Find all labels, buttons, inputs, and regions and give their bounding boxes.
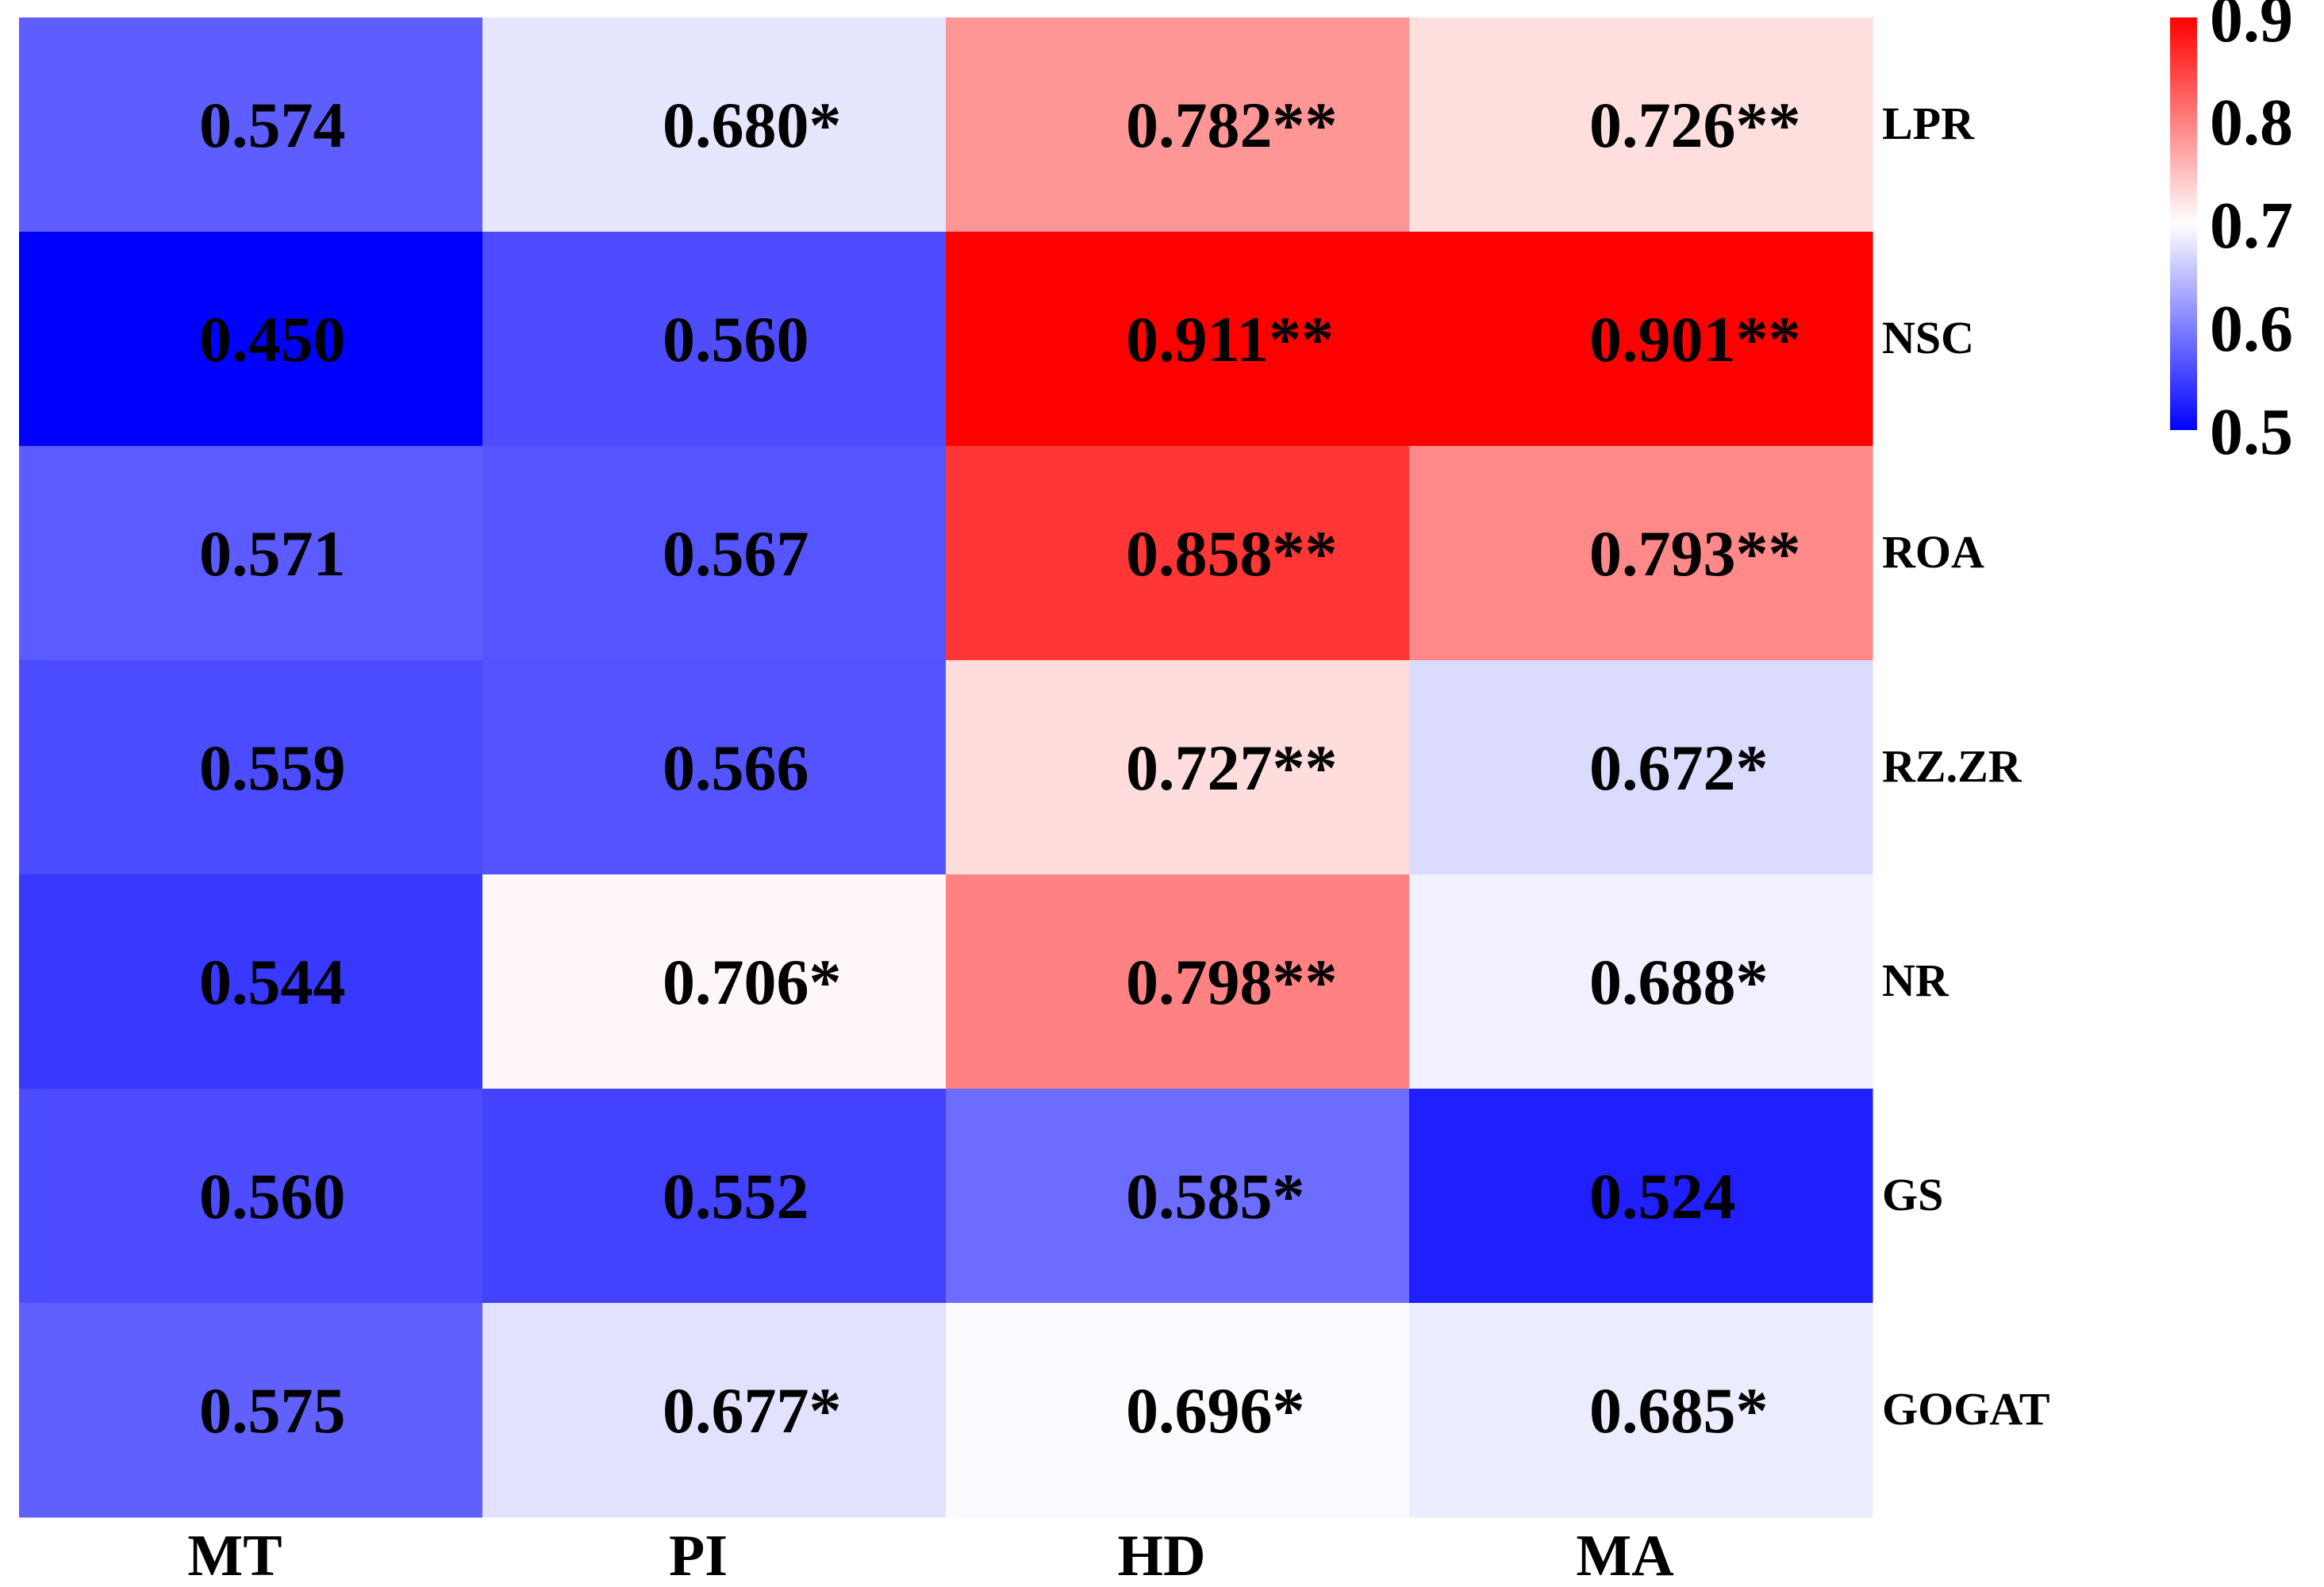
colorbar-tick-label: 0.8 <box>2210 86 2293 159</box>
cell-value-label: 0.727** <box>1126 732 1338 804</box>
heatmap-cell-gs-mt <box>19 1089 483 1304</box>
heatmap-cell-gogat-ma <box>1409 1303 1873 1518</box>
colorbar-ticks: 0.9 0.8 0.7 0.6 0.5 <box>2210 0 2293 469</box>
cell-value-label: 0.672* <box>1589 732 1769 804</box>
cell-value-label: 0.552 <box>663 1160 809 1232</box>
heatmap-cell-gs-pi <box>482 1089 947 1304</box>
cell-value-label: 0.901** <box>1589 303 1801 375</box>
heatmap-cell-lpr-pi <box>482 17 947 232</box>
cell-value-label: 0.450 <box>199 303 346 375</box>
column-labels: MT PI HD MA <box>187 1524 1673 1587</box>
heatmap-cell-rzzr-mt <box>19 660 483 875</box>
cell-value-label: 0.696* <box>1126 1374 1305 1447</box>
heatmap-cell-nr-ma <box>1409 874 1873 1089</box>
row-label-nsc: NSC <box>1882 312 1974 363</box>
cell-value-label: 0.560 <box>199 1160 346 1232</box>
row-label-nr: NR <box>1882 955 1949 1006</box>
heatmap-cell-nsc-hd <box>946 232 1410 447</box>
heatmap-cell-rzzr-pi <box>482 660 947 875</box>
column-label-pi: PI <box>669 1524 728 1587</box>
heatmap-cell-nr-mt <box>19 874 483 1089</box>
heatmap-cell-roa-pi <box>482 446 947 661</box>
heatmap-cell-nsc-mt <box>19 232 483 447</box>
column-label-mt: MT <box>187 1524 282 1587</box>
cell-value-label: 0.911** <box>1126 303 1334 375</box>
colorbar-tick-label: 0.5 <box>2210 395 2293 469</box>
cell-value-label: 0.544 <box>199 946 346 1018</box>
cell-value-label: 0.677* <box>663 1374 842 1447</box>
heatmap-cell-lpr-mt <box>19 17 483 232</box>
cell-value-label: 0.858** <box>1126 517 1338 590</box>
heatmap-cell-nsc-pi <box>482 232 947 447</box>
row-label-lpr: LPR <box>1882 98 1975 149</box>
colorbar-tick-label: 0.7 <box>2210 189 2293 263</box>
heatmap-cell-roa-ma <box>1409 446 1873 661</box>
cell-value-label: 0.726** <box>1589 89 1801 161</box>
row-label-roa: ROA <box>1882 526 1984 578</box>
heatmap-cell-nsc-ma <box>1409 232 1873 447</box>
heatmap-cell-labels: 0.574 0.680* 0.782** 0.726** 0.450 0.560 0.911… <box>199 89 1801 1447</box>
heatmap-cell-roa-mt <box>19 446 483 661</box>
row-label-gs: GS <box>1882 1169 1943 1220</box>
cell-value-label: 0.798** <box>1126 946 1338 1018</box>
colorbar-tick-label: 0.9 <box>2210 0 2293 56</box>
heatmap-cell-nr-pi <box>482 874 947 1089</box>
column-label-hd: HD <box>1118 1524 1206 1587</box>
heatmap-cell-gs-ma <box>1409 1089 1873 1304</box>
cell-value-label: 0.585* <box>1126 1160 1305 1232</box>
cell-value-label: 0.566 <box>663 732 809 804</box>
colorbar-gradient <box>2170 17 2197 430</box>
cell-value-label: 0.560 <box>663 303 809 375</box>
cell-value-label: 0.706* <box>663 946 842 1018</box>
heatmap-cell-gogat-mt <box>19 1303 483 1518</box>
row-label-gogat: GOGAT <box>1882 1383 2050 1435</box>
heatmap-cell-gogat-pi <box>482 1303 947 1518</box>
cell-value-label: 0.688* <box>1589 946 1769 1018</box>
heatmap-cell-rzzr-ma <box>1409 660 1873 875</box>
colorbar: 0.9 0.8 0.7 0.6 0.5 <box>2170 0 2293 469</box>
row-label-rzzr: RZ.ZR <box>1882 740 2022 792</box>
cell-value-label: 0.782** <box>1126 89 1338 161</box>
cell-value-label: 0.680* <box>663 89 842 161</box>
heatmap-cell-gs-hd <box>946 1089 1410 1304</box>
cell-value-label: 0.793** <box>1589 517 1801 590</box>
heatmap-cell-lpr-hd <box>946 17 1410 232</box>
cell-value-label: 0.574 <box>199 89 346 161</box>
row-labels: LPR NSC ROA RZ.ZR NR GS GOGAT <box>1882 98 2050 1435</box>
cell-value-label: 0.571 <box>199 517 346 590</box>
heatmap-cells <box>19 17 1873 1518</box>
cell-value-label: 0.685* <box>1589 1374 1769 1447</box>
colorbar-tick-label: 0.6 <box>2210 292 2293 366</box>
heatmap-cell-roa-hd <box>946 446 1410 661</box>
cell-value-label: 0.559 <box>199 732 346 804</box>
cell-value-label: 0.524 <box>1589 1160 1736 1232</box>
heatmap-cell-nr-hd <box>946 874 1410 1089</box>
column-label-ma: MA <box>1576 1524 1673 1587</box>
heatmap-cell-rzzr-hd <box>946 660 1410 875</box>
cell-value-label: 0.575 <box>199 1374 346 1447</box>
heatmap-cell-gogat-hd <box>946 1303 1410 1518</box>
cell-value-label: 0.567 <box>663 517 809 590</box>
heatmap-cell-lpr-ma <box>1409 17 1873 232</box>
